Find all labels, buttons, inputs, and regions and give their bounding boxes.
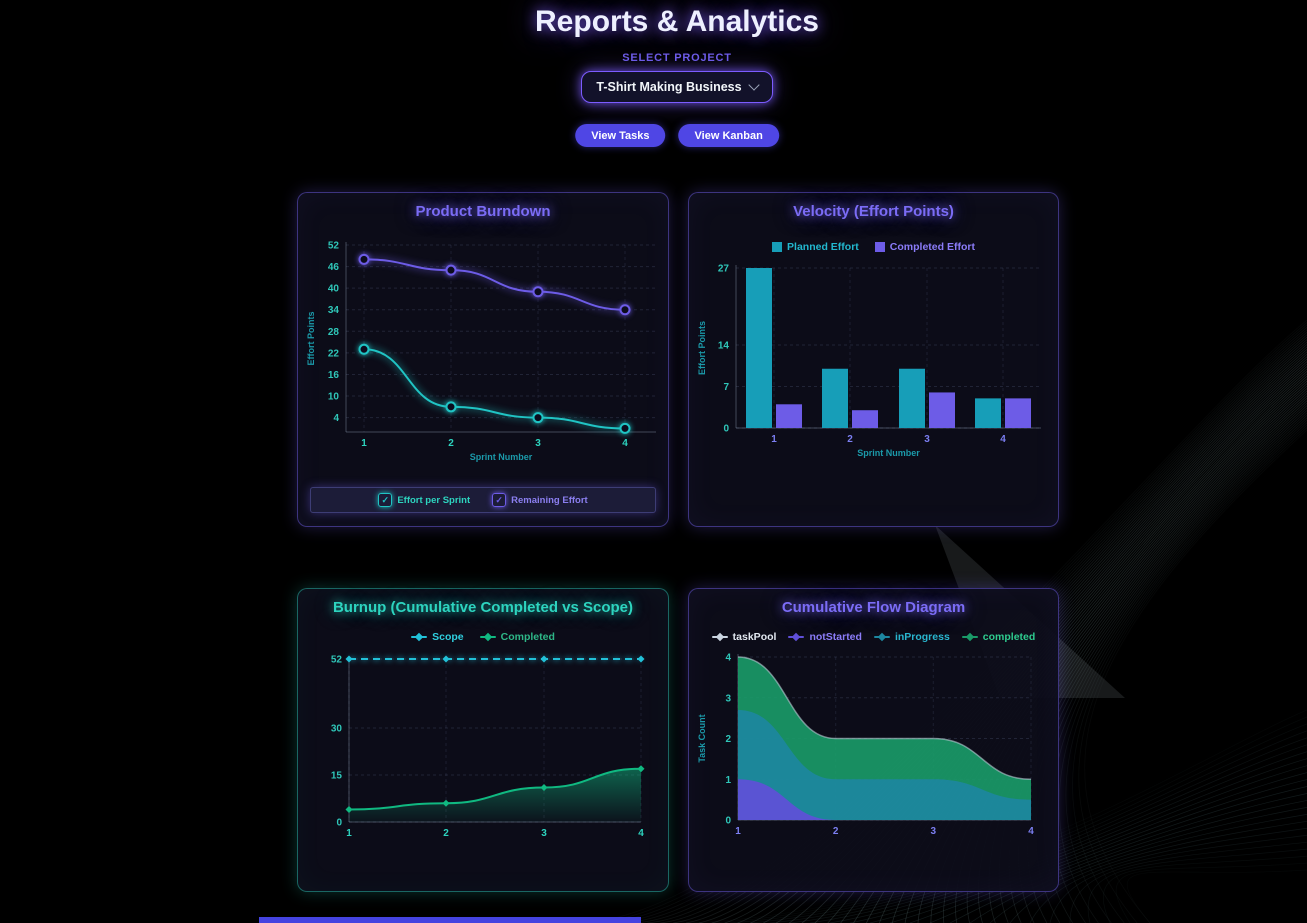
cfd-chart-title: Cumulative Flow Diagram [781, 599, 966, 616]
svg-text:7: 7 [723, 382, 729, 393]
svg-text:4: 4 [1000, 434, 1006, 445]
legend-label: Completed [500, 631, 555, 643]
legend-label: Effort per Sprint [397, 494, 471, 506]
card-velocity: Velocity (Effort Points) Planned Effort C… [688, 192, 1059, 527]
card-product-burndown: Product Burndown 4 10 16 22 28 34 40 46 52 1 2 3 4 Sp… [297, 192, 669, 527]
svg-text:4: 4 [1028, 826, 1034, 837]
velocity-bar-chart: 0 7 14 27 1 2 3 4 Sprint Number Effort Points [697, 264, 1041, 458]
legend-marker-icon [788, 632, 805, 642]
legend-item-effort-per-sprint[interactable]: ✓ Effort per Sprint [378, 493, 470, 507]
legend-item-notstarted: notStarted [788, 631, 862, 643]
svg-text:10: 10 [328, 392, 340, 403]
svg-text:Sprint Number: Sprint Number [857, 448, 920, 458]
svg-text:0: 0 [336, 818, 342, 829]
card-cumulative-flow: Cumulative Flow Diagram taskPool notStart… [688, 588, 1059, 892]
legend-label: Planned Effort [787, 241, 859, 253]
svg-text:1: 1 [361, 438, 367, 449]
legend-item-scope: Scope [411, 631, 464, 643]
burnup-chart-title: Burnup (Cumulative Completed vs Scope) [332, 599, 634, 616]
svg-text:3: 3 [931, 826, 937, 837]
svg-text:1: 1 [771, 434, 777, 445]
legend-item-taskpool: taskPool [711, 631, 777, 643]
svg-text:1: 1 [735, 826, 741, 837]
burndown-chart-title: Product Burndown [415, 203, 551, 220]
project-select-value: T-Shirt Making Business [596, 80, 742, 94]
card-burnup: Burnup (Cumulative Completed vs Scope) S… [297, 588, 669, 892]
legend-item-remaining-effort[interactable]: ✓ Remaining Effort [492, 493, 588, 507]
checkbox-icon: ✓ [492, 493, 507, 507]
legend-item-completed-effort: Completed Effort [874, 241, 975, 253]
svg-text:22: 22 [328, 348, 340, 359]
svg-text:14: 14 [718, 341, 730, 352]
svg-text:1: 1 [346, 828, 352, 839]
svg-text:2: 2 [725, 734, 731, 745]
svg-text:15: 15 [331, 770, 343, 781]
svg-text:1: 1 [725, 775, 731, 786]
view-kanban-button[interactable]: View Kanban [678, 124, 779, 147]
svg-text:30: 30 [331, 723, 343, 734]
svg-text:2: 2 [443, 828, 449, 839]
legend-label: completed [982, 631, 1036, 643]
velocity-chart-title: Velocity (Effort Points) [793, 203, 954, 220]
legend-marker-icon [479, 632, 496, 642]
svg-text:52: 52 [328, 241, 340, 252]
svg-text:2: 2 [833, 826, 839, 837]
legend-label: Scope [432, 631, 464, 643]
legend-swatch-icon [874, 242, 885, 252]
page-title: Reports & Analytics [535, 5, 819, 38]
svg-text:0: 0 [725, 816, 731, 827]
svg-text:4: 4 [333, 413, 339, 424]
action-buttons: View Tasks View Kanban [575, 124, 779, 147]
svg-text:2: 2 [448, 438, 454, 449]
svg-text:4: 4 [638, 828, 644, 839]
legend-marker-icon [873, 632, 890, 642]
svg-text:46: 46 [328, 262, 340, 273]
svg-text:0: 0 [723, 424, 729, 435]
legend-marker-icon [961, 632, 978, 642]
burndown-legend: ✓ Effort per Sprint ✓ Remaining Effort [310, 487, 656, 513]
legend-marker-icon [711, 632, 728, 642]
view-tasks-button[interactable]: View Tasks [575, 124, 666, 147]
legend-item-inprogress: inProgress [873, 631, 950, 643]
svg-text:Effort Points: Effort Points [697, 321, 707, 375]
svg-text:Sprint Number: Sprint Number [470, 452, 533, 462]
svg-text:4: 4 [622, 438, 628, 449]
svg-text:34: 34 [328, 305, 340, 316]
svg-text:4: 4 [725, 653, 731, 664]
burnup-area-chart: 0 15 30 52 1 2 3 4 [331, 655, 645, 839]
legend-swatch-icon [772, 242, 783, 252]
legend-item-completed: Completed [479, 631, 555, 643]
svg-text:Task Count: Task Count [697, 714, 707, 762]
legend-label: Remaining Effort [511, 494, 588, 506]
legend-label: taskPool [732, 631, 777, 643]
cfd-legend: taskPool notStarted inProgress completed [689, 631, 1058, 643]
select-project-label: SELECT PROJECT [622, 52, 732, 64]
legend-label: Completed Effort [889, 241, 975, 253]
svg-text:3: 3 [535, 438, 541, 449]
svg-text:16: 16 [328, 370, 340, 381]
svg-text:2: 2 [847, 434, 853, 445]
legend-marker-icon [411, 632, 428, 642]
legend-label: inProgress [894, 631, 950, 643]
svg-text:Effort Points: Effort Points [306, 312, 316, 366]
scroll-peek-bar [259, 917, 641, 923]
checkbox-icon: ✓ [378, 493, 393, 507]
project-select[interactable]: T-Shirt Making Business [581, 71, 773, 103]
svg-text:52: 52 [331, 655, 343, 666]
chevron-down-icon [747, 79, 760, 91]
legend-item-completed: completed [961, 631, 1036, 643]
svg-text:3: 3 [924, 434, 930, 445]
svg-text:3: 3 [725, 693, 731, 704]
burnup-legend: Scope Completed [298, 631, 668, 643]
svg-text:28: 28 [328, 327, 340, 338]
legend-item-planned-effort: Planned Effort [772, 241, 859, 253]
svg-text:3: 3 [541, 828, 547, 839]
velocity-legend: Planned Effort Completed Effort [689, 241, 1058, 253]
legend-label: notStarted [809, 631, 862, 643]
svg-text:27: 27 [718, 264, 730, 275]
svg-text:40: 40 [328, 284, 340, 295]
